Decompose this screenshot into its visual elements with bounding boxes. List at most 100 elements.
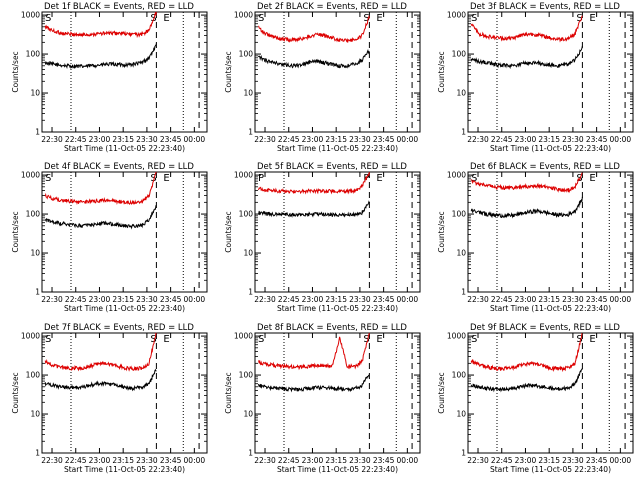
x-tick-label: 23:00: [89, 295, 111, 304]
end-marker: E: [589, 334, 595, 345]
x-tick-label: 23:00: [515, 456, 537, 465]
x-axis-label: Start Time (11-Oct-05 22:23:40): [490, 465, 611, 474]
start-marker-right: S: [576, 13, 582, 24]
y-tick-label: 1: [461, 128, 466, 137]
x-tick-label: 23:15: [112, 135, 134, 144]
x-tick-label: 22:30: [41, 295, 63, 304]
panel-det-6: Det 6f BLACK = Events, RED = LLD 1 10 100 10…: [437, 162, 634, 313]
x-tick-label: 22:30: [254, 456, 276, 465]
y-tick-label: 10: [30, 89, 40, 98]
x-tick-label: 22:45: [491, 295, 513, 304]
start-marker-right: S: [363, 334, 369, 345]
x-tick-label: 23:45: [160, 456, 182, 465]
y-tick-label: 100: [239, 371, 254, 380]
series-events: [44, 43, 157, 69]
plot-frame: [467, 332, 634, 454]
y-tick-label: 10: [243, 89, 253, 98]
start-marker: S: [45, 334, 51, 345]
x-tick-label: 23:30: [136, 135, 158, 144]
panel-det-7: Det 7f BLACK = Events, RED = LLD 1 10 100 10…: [11, 323, 208, 474]
x-tick-label: 23:15: [325, 456, 347, 465]
start-marker: S: [471, 334, 477, 345]
x-tick-label: 23:30: [562, 295, 584, 304]
panel-title: Det 3f BLACK = Events, RED = LLD: [470, 2, 620, 12]
y-axis-label: Counts/sec: [224, 51, 233, 92]
y-tick-label: 1: [461, 449, 466, 458]
series-lld: [44, 332, 157, 372]
y-axis-label: Counts/sec: [437, 211, 446, 252]
x-tick-label: 22:45: [491, 456, 513, 465]
x-tick-label: 23:15: [538, 135, 560, 144]
series-lld: [257, 171, 370, 195]
y-tick-label: 1000: [234, 332, 253, 341]
start-marker: S: [45, 173, 51, 184]
y-tick-label: 10: [243, 249, 253, 258]
x-tick-label: 23:00: [302, 135, 324, 144]
series-events: [257, 48, 370, 69]
plot-frame: [41, 11, 208, 133]
x-tick-label: 00:00: [184, 456, 206, 465]
series-events: [44, 204, 157, 230]
x-tick-label: 00:00: [397, 456, 419, 465]
x-tick-label: 23:45: [586, 295, 608, 304]
end-marker: E: [376, 173, 382, 184]
end-marker: E: [589, 173, 595, 184]
x-tick-label: 00:00: [397, 295, 419, 304]
x-tick-label: 23:45: [160, 135, 182, 144]
y-tick-label: 10: [456, 410, 466, 419]
x-axis-label: Start Time (11-Oct-05 22:23:40): [490, 144, 611, 153]
end-marker: E: [376, 13, 382, 24]
y-tick-label: 100: [239, 210, 254, 219]
y-tick-label: 1000: [447, 332, 466, 341]
start-marker-right: S: [576, 334, 582, 345]
y-axis-label: Counts/sec: [224, 211, 233, 252]
end-marker: E: [163, 334, 169, 345]
x-axis-label: Start Time (11-Oct-05 22:23:40): [64, 465, 185, 474]
x-axis-label: Start Time (11-Oct-05 22:23:40): [64, 304, 185, 313]
series-events: [257, 374, 370, 393]
x-tick-label: 22:45: [278, 135, 300, 144]
plot-frame: [254, 11, 421, 133]
x-tick-label: 23:00: [515, 135, 537, 144]
plot-frame: [254, 332, 421, 454]
panel-det-8: Det 8f BLACK = Events, RED = LLD 1 10 100 10…: [224, 323, 421, 474]
y-tick-label: 1: [248, 128, 253, 137]
series-lld: [258, 332, 370, 371]
plot-frame: [467, 11, 634, 133]
y-axis-label: Counts/sec: [437, 51, 446, 92]
x-tick-label: 23:15: [325, 135, 347, 144]
x-tick-label: 22:45: [65, 456, 87, 465]
y-axis-label: Counts/sec: [224, 372, 233, 413]
x-tick-label: 23:00: [302, 295, 324, 304]
x-tick-label: 23:00: [515, 295, 537, 304]
y-tick-label: 100: [26, 50, 41, 59]
series-lld: [44, 171, 157, 206]
panel-title: Det 1f BLACK = Events, RED = LLD: [44, 2, 194, 12]
y-tick-label: 100: [26, 371, 41, 380]
x-tick-label: 00:00: [610, 295, 632, 304]
x-axis-label: Start Time (11-Oct-05 22:23:40): [490, 304, 611, 313]
x-tick-label: 23:15: [538, 295, 560, 304]
y-tick-label: 100: [26, 210, 41, 219]
y-tick-label: 100: [452, 50, 467, 59]
x-tick-label: 23:45: [373, 456, 395, 465]
x-tick-label: 23:00: [302, 456, 324, 465]
x-tick-label: 23:30: [562, 456, 584, 465]
x-tick-label: 22:30: [467, 295, 489, 304]
series-lld: [470, 332, 583, 373]
x-tick-label: 23:30: [562, 135, 584, 144]
y-tick-label: 100: [452, 371, 467, 380]
y-axis-label: Counts/sec: [11, 372, 20, 413]
start-marker-right: S: [363, 13, 369, 24]
y-axis-label: Counts/sec: [11, 51, 20, 92]
y-tick-label: 10: [243, 410, 253, 419]
end-marker: E: [376, 334, 382, 345]
x-tick-label: 22:30: [41, 456, 63, 465]
x-tick-label: 23:45: [373, 135, 395, 144]
x-tick-label: 23:30: [136, 295, 158, 304]
y-tick-label: 100: [239, 50, 254, 59]
y-tick-label: 100: [452, 210, 467, 219]
series-events: [44, 368, 157, 392]
x-tick-label: 22:30: [467, 135, 489, 144]
